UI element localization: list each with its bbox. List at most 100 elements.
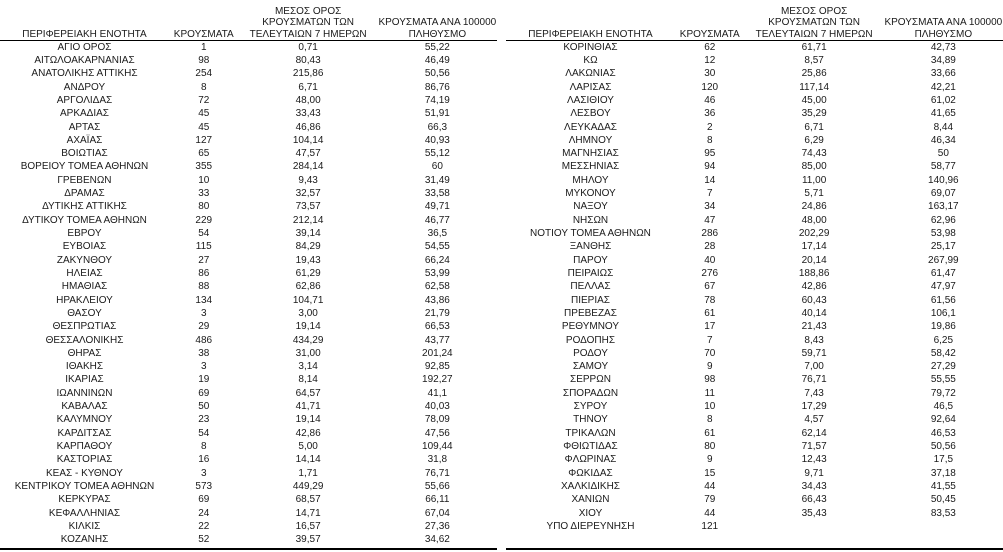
avg-7day-cell: 48,00 <box>801 214 827 226</box>
per-100k-cell: 192,27 <box>422 374 453 386</box>
avg-7day-cell: 74,43 <box>801 148 827 160</box>
column-header-region-unit: ΠΕΡΙΦΕΡΕΙΑΚΗ ΕΝΟΤΗΤΑ <box>22 28 147 40</box>
region-name-cell: ΑΧΑΪΑΣ <box>66 134 103 146</box>
per-100k-cell: 34,62 <box>424 534 450 546</box>
per-100k-cell: 60 <box>431 161 443 173</box>
region-name-cell: ΖΑΚΥΝΘΟΥ <box>56 254 113 266</box>
cases-cell: 65 <box>198 148 210 160</box>
cases-cell: 40 <box>704 254 716 266</box>
region-name-cell: ΝΑΞΟΥ <box>573 201 608 213</box>
per-100k-cell: 50,56 <box>930 441 956 453</box>
region-name-cell: ΚΕΦΑΛΛΗΝΙΑΣ <box>48 507 121 519</box>
region-name-cell: ΣΑΜΟΥ <box>572 361 609 373</box>
per-100k-cell: 42,73 <box>930 41 956 53</box>
table-row: ΑΙΤΩΛΟΑΚΑΡΝΑΝΙΑΣ 98 80,43 46,49 <box>0 54 497 67</box>
per-100k-cell: 46,53 <box>930 427 956 439</box>
per-100k-cell: 27,29 <box>930 361 956 373</box>
avg-7day-cell: 11,00 <box>801 174 827 186</box>
avg-7day-cell: 12,43 <box>801 454 827 466</box>
per-100k-cell: 58,77 <box>930 161 956 173</box>
region-name-cell: ΝΗΣΩΝ <box>572 214 609 226</box>
per-100k-cell: 267,99 <box>928 254 959 266</box>
region-name-cell: ΠΕΙΡΑΙΩΣ <box>567 267 614 279</box>
region-name-cell: ΜΕΣΣΗΝΙΑΣ <box>561 161 620 173</box>
avg-7day-cell: 434,29 <box>292 334 324 346</box>
cases-cell: 17 <box>704 321 716 333</box>
per-100k-cell: 92,64 <box>930 414 956 426</box>
table-row: ΑΧΑΪΑΣ 127 104,14 40,93 <box>0 134 497 147</box>
table-row: ΝΑΞΟΥ 34 24,86 163,17 <box>506 201 1003 214</box>
avg-7day-cell: 284,14 <box>292 161 324 173</box>
table-row: ΜΗΛΟΥ 14 11,00 140,96 <box>506 174 1003 187</box>
table-row: ΧΑΝΙΩΝ 79 66,43 50,45 <box>506 494 1003 507</box>
region-name-cell: ΧΑΛΚΙΔΙΚΗΣ <box>560 480 620 492</box>
table-row: ΦΛΩΡΙΝΑΣ 9 12,43 17,5 <box>506 454 1003 467</box>
cases-cell: 12 <box>704 54 716 66</box>
avg-7day-cell: 41,71 <box>295 401 321 413</box>
table-row: ΥΠΟ ΔΙΕΡΕΥΝΗΣΗ 121 <box>506 520 1003 533</box>
cases-cell: 3 <box>200 467 207 479</box>
cases-cell: 23 <box>198 414 210 426</box>
avg-7day-cell: 62,86 <box>295 281 321 293</box>
cases-cell: 10 <box>704 401 716 413</box>
region-name-cell: ΕΥΒΟΙΑΣ <box>62 241 107 253</box>
per-100k-cell: 50,56 <box>424 68 450 80</box>
per-100k-cell: 27,36 <box>424 520 450 532</box>
per-100k-cell: 83,53 <box>930 507 956 519</box>
table-header: ΠΕΡΙΦΕΡΕΙΑΚΗ ΕΝΟΤΗΤΑ ΚΡΟΥΣΜΑΤΑ ΜΕΣΟΣ ΟΡΟ… <box>0 2 497 41</box>
avg-7day-cell: 80,43 <box>295 54 321 66</box>
per-100k-cell: 50 <box>937 148 949 160</box>
column-header-cases-per-100k: ΚΡΟΥΣΜΑΤΑ ΑΝΑ 100000 ΠΛΗΘΥΣΜΟ <box>378 17 497 40</box>
cases-cell: 3 <box>200 307 207 319</box>
cases-cell: 115 <box>195 241 212 253</box>
cases-cell: 46 <box>704 94 716 106</box>
table-row: ΡΕΘΥΜΝΟΥ 17 21,43 19,86 <box>506 321 1003 334</box>
table-row: ΚΑΛΥΜΝΟΥ 23 19,14 78,09 <box>0 414 497 427</box>
avg-7day-cell: 6,71 <box>804 121 824 133</box>
per-100k-cell: 49,71 <box>424 201 450 213</box>
per-100k-cell: 31,8 <box>427 454 448 466</box>
region-name-cell: ΘΕΣΣΑΛΟΝΙΚΗΣ <box>45 334 124 346</box>
per-100k-cell: 66,3 <box>427 121 448 133</box>
region-name-cell: ΤΡΙΚΑΛΩΝ <box>565 427 616 439</box>
avg-7day-cell: 24,86 <box>801 201 827 213</box>
per-100k-cell: 55,66 <box>424 480 450 492</box>
avg-7day-cell: 71,57 <box>801 441 827 453</box>
cases-cell: 45 <box>198 108 210 120</box>
region-name-cell: ΚΑΡΠΑΘΟΥ <box>56 441 113 453</box>
avg-7day-cell: 39,14 <box>295 228 321 240</box>
cases-cell: 70 <box>704 347 716 359</box>
avg-7day-cell: 14,71 <box>295 507 321 519</box>
per-100k-cell: 17,5 <box>933 454 954 466</box>
region-name-cell: ΠΑΡΟΥ <box>573 254 608 266</box>
cases-cell: 229 <box>195 214 213 226</box>
cases-cell: 67 <box>704 281 716 293</box>
cases-cell: 61 <box>704 307 716 319</box>
cases-cell: 355 <box>195 161 213 173</box>
table-row: ΠΙΕΡΙΑΣ 78 60,43 61,56 <box>506 294 1003 307</box>
per-100k-cell: 36,5 <box>427 228 448 240</box>
cases-cell: 47 <box>704 214 716 226</box>
table-row: ΑΓΙΟ ΟΡΟΣ 1 0,71 55,22 <box>0 41 497 54</box>
per-100k-cell: 55,22 <box>424 41 450 53</box>
avg-7day-cell: 19,14 <box>295 414 321 426</box>
region-name-cell: ΧΑΝΙΩΝ <box>571 494 610 506</box>
cases-cell: 79 <box>704 494 716 506</box>
table-row: ΤΗΝΟΥ 8 4,57 92,64 <box>506 414 1003 427</box>
table-row: ΛΗΜΝΟΥ 8 6,29 46,34 <box>506 134 1003 147</box>
avg-7day-cell: 5,00 <box>298 441 318 453</box>
region-name-cell: ΛΕΥΚΑΔΑΣ <box>564 121 617 133</box>
cases-cell: 29 <box>198 321 210 333</box>
region-name-cell: ΛΑΚΩΝΙΑΣ <box>565 68 616 80</box>
region-name-cell: ΘΑΣΟΥ <box>67 307 102 319</box>
region-name-cell: ΛΕΣΒΟΥ <box>570 108 611 120</box>
table-row: ΕΥΒΟΙΑΣ 115 84,29 54,55 <box>0 241 497 254</box>
cases-cell: 16 <box>198 454 210 466</box>
cases-cell: 88 <box>198 281 210 293</box>
avg-7day-cell: 5,71 <box>804 188 824 200</box>
per-100k-cell: 61,47 <box>930 267 956 279</box>
region-name-cell: ΑΝΑΤΟΛΙΚΗΣ ΑΤΤΙΚΗΣ <box>31 68 138 80</box>
region-name-cell: ΠΙΕΡΙΑΣ <box>570 294 610 306</box>
table-row: ΡΟΔΟΠΗΣ 7 8,43 6,25 <box>506 334 1003 347</box>
cases-cell: 62 <box>704 41 716 53</box>
